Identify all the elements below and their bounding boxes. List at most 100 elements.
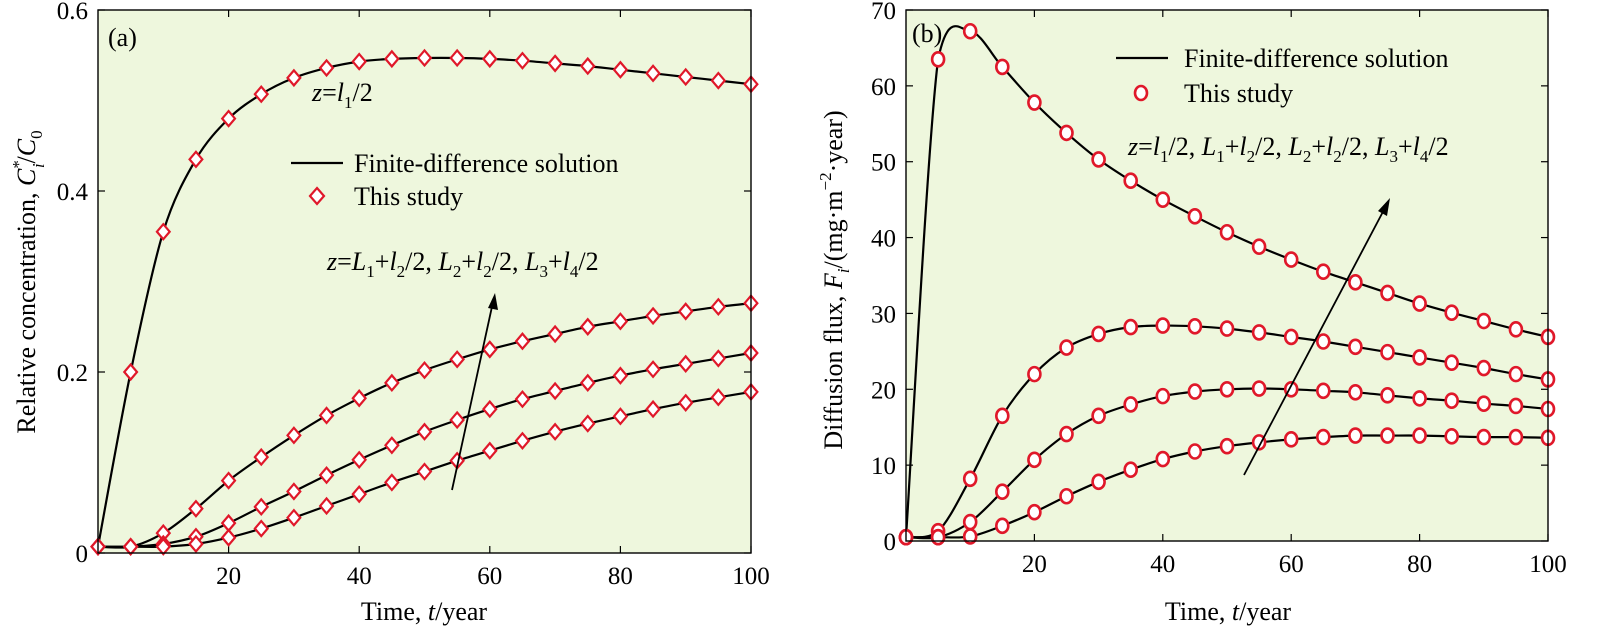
panel-a-xtick-label: 100 bbox=[732, 563, 770, 590]
panel-b-series-1-point bbox=[1219, 223, 1235, 241]
panel-a-frame bbox=[97, 9, 752, 554]
panel-b-series-3-point bbox=[1444, 392, 1459, 409]
panel-a-series-1-point bbox=[612, 60, 629, 79]
panel-a-series-4-point bbox=[384, 473, 400, 492]
panel-a-series-1-point bbox=[188, 150, 204, 169]
panel-a-chart: 20 40 60 80 100 0 0.2 0.4 0.6 (a) z=l1/2 Finite-… bbox=[9, 0, 770, 626]
panel-a-series-4-point bbox=[547, 422, 563, 441]
panel-a-series-4-point bbox=[253, 519, 270, 538]
panel-b-series-2-point bbox=[1412, 349, 1427, 366]
panel-b-series-1-point bbox=[930, 51, 946, 68]
panel-b-series-2-point bbox=[1476, 359, 1492, 377]
panel-a-series-2-point bbox=[710, 297, 727, 317]
panel-b-series-4-point bbox=[1187, 443, 1203, 460]
panel-b-series-3-point bbox=[1251, 380, 1267, 397]
panel-a-series-1-point bbox=[155, 222, 172, 241]
panel-b-series-3-point bbox=[1059, 425, 1074, 443]
panel-a-xtick-label: 60 bbox=[477, 563, 502, 590]
panel-a-series-4-point bbox=[188, 534, 204, 554]
panel-a-series-2-point bbox=[220, 471, 237, 490]
panel-a-series-2-point bbox=[286, 426, 302, 445]
panel-a-series-3-point bbox=[449, 410, 465, 430]
panel-a-series-1-point bbox=[253, 84, 270, 104]
panel-b-series-2-point bbox=[1251, 324, 1267, 341]
panel-b-ytick-label: 10 bbox=[871, 453, 896, 480]
panel-a-series-4-point bbox=[318, 496, 335, 516]
panel-a-series-4-point bbox=[351, 484, 368, 504]
panel-b-xlabel-post: /year bbox=[1239, 597, 1291, 626]
panel-b-series-3-point bbox=[1348, 384, 1363, 401]
panel-a-series-3-point bbox=[547, 381, 563, 401]
panel-b-series-1-point bbox=[1380, 284, 1395, 302]
panel-b-series-2-point bbox=[1219, 320, 1235, 337]
panel-a-series-3-point bbox=[677, 354, 694, 374]
panel-a-ytick-label: 0.2 bbox=[57, 360, 88, 387]
panel-a-xtick-label: 20 bbox=[216, 563, 241, 590]
panel-b-series-4-point bbox=[1123, 461, 1138, 478]
panel-b-series-3-point bbox=[1027, 451, 1042, 469]
panel-b-series-2-point bbox=[1508, 365, 1524, 383]
panel-a-series-1-point bbox=[710, 71, 727, 90]
panel-b-series-1-point bbox=[1091, 151, 1106, 168]
panel-a-series-2-point bbox=[579, 317, 596, 336]
panel-a-series-1-point bbox=[547, 54, 563, 73]
panel-a-arrowhead bbox=[488, 293, 498, 310]
panel-b-series-1-point bbox=[994, 58, 1010, 76]
panel-a-series-2-point bbox=[514, 332, 531, 351]
panel-b-arrowhead bbox=[1378, 198, 1390, 216]
panel-b-ytick-label: 70 bbox=[871, 0, 896, 25]
panel-b-ytick-label: 20 bbox=[871, 377, 896, 404]
panel-b-series-4-point bbox=[1027, 503, 1042, 521]
panel-b-series-1-point bbox=[1187, 208, 1203, 225]
panel-b-series-1-point bbox=[962, 22, 978, 40]
panel-b-series-2-point bbox=[1123, 318, 1138, 336]
panel-a-series-3-point bbox=[351, 450, 368, 469]
panel-a-arrow bbox=[451, 301, 494, 491]
panel-b-series-2-point bbox=[1444, 354, 1459, 372]
panel-b-series-2-point bbox=[1348, 338, 1363, 356]
panel-b-series-2-point bbox=[1380, 343, 1395, 361]
panel-a-series-1-point bbox=[286, 68, 302, 88]
panel-b-series-3-point bbox=[1508, 397, 1524, 415]
panel-b-series-4-point bbox=[1316, 428, 1331, 446]
panel-a-series-1-point bbox=[645, 64, 661, 83]
panel-a-tick-labels: 20 40 60 80 100 0 0.2 0.4 0.6 bbox=[57, 0, 770, 590]
panel-a-series-4-point bbox=[220, 528, 237, 547]
panel-b-series-4-point bbox=[1219, 437, 1235, 455]
panel-a-series-4-point bbox=[710, 388, 727, 407]
panel-a-legend: Finite-difference solution This study bbox=[291, 149, 619, 211]
panel-b-legend-marker-sample bbox=[1133, 84, 1149, 102]
panel-a-xlabel-post: /year bbox=[435, 597, 487, 626]
panel-b-series-2-point bbox=[962, 470, 978, 488]
panel-b-series-1-point bbox=[1508, 321, 1524, 338]
panel-a-series-2-point bbox=[253, 447, 270, 467]
panel-b-ytick-label: 40 bbox=[871, 226, 896, 253]
panel-a-legend-marker-label: This study bbox=[354, 182, 463, 211]
panel-b-series-1-point bbox=[1348, 274, 1363, 291]
panel-a-xtick-label: 40 bbox=[347, 563, 372, 590]
panel-a-series-4-point bbox=[481, 441, 498, 460]
panel-a-series-3-point bbox=[286, 482, 302, 501]
panel-b-legend-line-label: Finite-difference solution bbox=[1184, 44, 1449, 73]
panel-b-series-4-point bbox=[962, 528, 978, 545]
panel-b-xtick-label: 80 bbox=[1407, 551, 1432, 578]
panel-a-ytick-label: 0.6 bbox=[57, 0, 88, 25]
panel-a-ytick-label: 0 bbox=[76, 541, 89, 568]
panel-b-series-3-point bbox=[1412, 390, 1427, 407]
panel-b-chart: 20 40 60 80 100 0 10 20 30 40 50 60 70 (b) Finite-di… bbox=[816, 0, 1567, 626]
panel-a-series-2-point bbox=[384, 373, 400, 393]
panel-b-series-4-point bbox=[1380, 427, 1395, 444]
panel-a-annotation-bottom: z=L1+l2/2, L2+l2/2, L3+l4/2 bbox=[326, 247, 599, 281]
panel-b-series-4-point bbox=[1412, 427, 1427, 444]
panel-b-series-4-point bbox=[1508, 428, 1524, 446]
panel-b-series-1-point bbox=[1444, 304, 1459, 321]
panel-a-series-1-point bbox=[351, 52, 368, 71]
panel-a-series-1-point bbox=[220, 109, 237, 128]
panel-a-series-2-point bbox=[449, 350, 465, 369]
panel-a-legend-line-label: Finite-difference solution bbox=[354, 149, 619, 178]
panel-a-xtick-label: 80 bbox=[608, 563, 633, 590]
panel-a-series-4-point bbox=[286, 508, 302, 527]
panel-b-series-1-point bbox=[1027, 94, 1042, 111]
panel-a-series-2-point bbox=[677, 302, 694, 321]
panel-a-series-1-point bbox=[384, 49, 400, 69]
